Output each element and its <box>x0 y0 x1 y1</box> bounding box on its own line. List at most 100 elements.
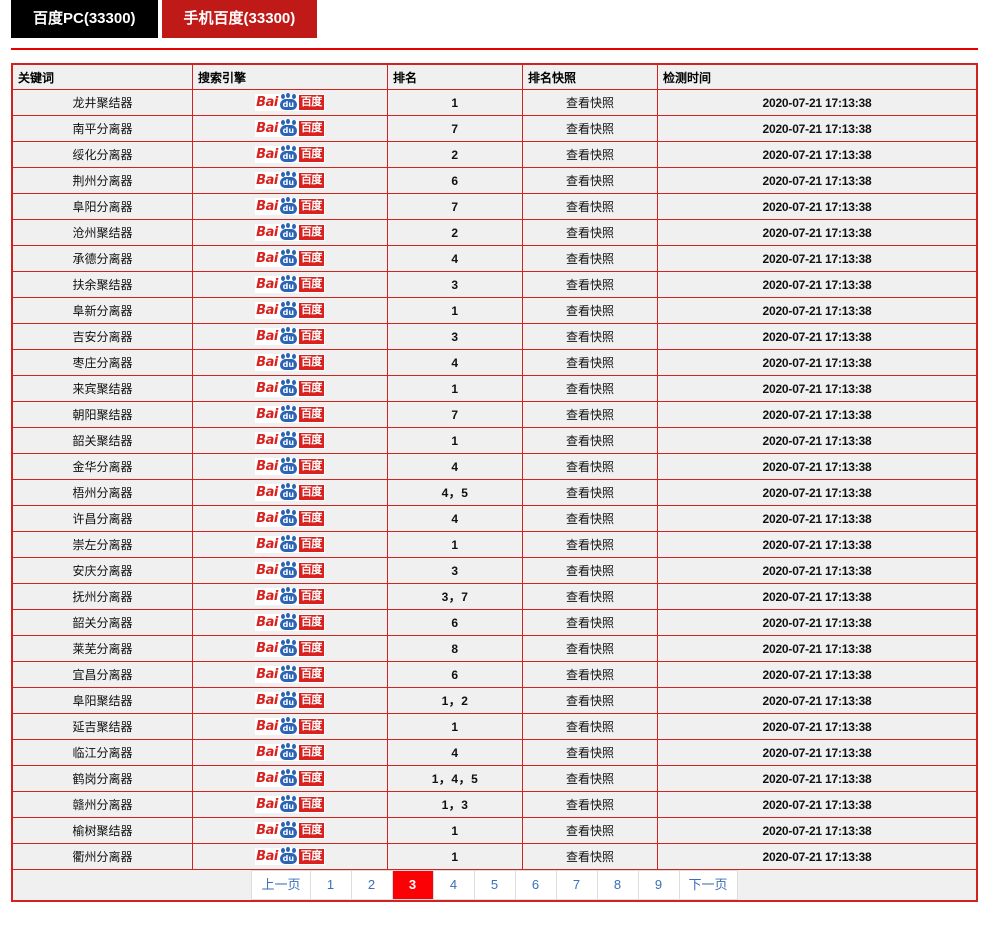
cell-snapshot-link[interactable]: 查看快照 <box>522 401 658 428</box>
cell-search-engine: Bai du 百度 <box>192 349 388 376</box>
paw-toe-dot <box>280 848 285 853</box>
baidu-logo-icon: Bai du 百度 <box>255 249 325 267</box>
paw-toe-dot <box>286 249 291 254</box>
cell-snapshot-link[interactable]: 查看快照 <box>522 583 658 610</box>
pagination-cell: 上一页 1 2 3 4 5 6 7 8 9 下一页 <box>12 869 977 901</box>
cell-snapshot-link[interactable]: 查看快照 <box>522 765 658 792</box>
paw-toe-dot <box>280 692 285 697</box>
cell-keyword: 韶关聚结器 <box>12 427 193 454</box>
cell-snapshot-link[interactable]: 查看快照 <box>522 89 658 116</box>
paw-pad <box>279 775 297 786</box>
baidu-paw-icon: du <box>278 249 299 267</box>
baidu-logo-latin: Bai <box>256 797 278 812</box>
baidu-logo-latin: Bai <box>256 641 278 656</box>
baidu-logo-du-text: du <box>282 516 295 525</box>
cell-snapshot-link[interactable]: 查看快照 <box>522 115 658 142</box>
baidu-logo-chinese: 百度 <box>298 615 324 630</box>
baidu-logo-icon: Bai du 百度 <box>255 847 325 865</box>
cell-rank: 1 <box>387 713 523 740</box>
tab-baidu-pc[interactable]: 百度PC(33300) <box>11 0 158 38</box>
paw-toe-dot <box>286 301 291 306</box>
cell-snapshot-link[interactable]: 查看快照 <box>522 687 658 714</box>
cell-snapshot-link[interactable]: 查看快照 <box>522 375 658 402</box>
paw-toe-dot <box>286 665 291 670</box>
cell-snapshot-link[interactable]: 查看快照 <box>522 739 658 766</box>
table-row: 赣州分离器 Bai du 百度 1，3 查看快照 2020-07-21 17:13:38 <box>12 791 977 818</box>
cell-keyword: 阜新分离器 <box>12 297 193 324</box>
cell-check-time: 2020-07-21 17:13:38 <box>657 297 977 324</box>
cell-snapshot-link[interactable]: 查看快照 <box>522 167 658 194</box>
pagination-page-4[interactable]: 4 <box>433 871 475 899</box>
pagination-page-5[interactable]: 5 <box>474 871 516 899</box>
cell-snapshot-link[interactable]: 查看快照 <box>522 609 658 636</box>
baidu-logo-latin: Bai <box>256 355 278 370</box>
table-row: 韶关分离器 Bai du 百度 6 查看快照 2020-07-21 17:13:38 <box>12 609 977 636</box>
cell-check-time: 2020-07-21 17:13:38 <box>657 401 977 428</box>
cell-snapshot-link[interactable]: 查看快照 <box>522 791 658 818</box>
pagination-next-button[interactable]: 下一页 <box>679 871 737 899</box>
pagination-prev-button[interactable]: 上一页 <box>252 871 311 899</box>
paw-toe-dot <box>291 640 296 645</box>
cell-snapshot-link[interactable]: 查看快照 <box>522 271 658 298</box>
cell-keyword: 枣庄分离器 <box>12 349 193 376</box>
cell-search-engine: Bai du 百度 <box>192 557 388 584</box>
baidu-paw-icon: du <box>278 613 299 631</box>
cell-snapshot-link[interactable]: 查看快照 <box>522 323 658 350</box>
baidu-logo-chinese: 百度 <box>298 563 324 578</box>
baidu-logo-du-text: du <box>282 386 295 395</box>
cell-snapshot-link[interactable]: 查看快照 <box>522 453 658 480</box>
pagination-page-7[interactable]: 7 <box>556 871 598 899</box>
pagination-page-6[interactable]: 6 <box>515 871 557 899</box>
cell-snapshot-link[interactable]: 查看快照 <box>522 505 658 532</box>
baidu-logo-chinese: 百度 <box>298 95 324 110</box>
cell-snapshot-link[interactable]: 查看快照 <box>522 531 658 558</box>
paw-toe-dot <box>291 328 296 333</box>
cell-check-time: 2020-07-21 17:13:38 <box>657 687 977 714</box>
baidu-logo-icon: Bai du 百度 <box>255 93 325 111</box>
cell-snapshot-link[interactable]: 查看快照 <box>522 661 658 688</box>
cell-check-time: 2020-07-21 17:13:38 <box>657 765 977 792</box>
baidu-logo-icon: Bai du 百度 <box>255 639 325 657</box>
baidu-logo-chinese: 百度 <box>298 407 324 422</box>
cell-snapshot-link[interactable]: 查看快照 <box>522 297 658 324</box>
paw-toe-dot <box>280 432 285 437</box>
cell-snapshot-link[interactable]: 查看快照 <box>522 817 658 844</box>
baidu-logo-du-text: du <box>282 542 295 551</box>
cell-rank: 2 <box>387 141 523 168</box>
cell-snapshot-link[interactable]: 查看快照 <box>522 557 658 584</box>
cell-snapshot-link[interactable]: 查看快照 <box>522 141 658 168</box>
baidu-paw-icon: du <box>278 535 299 553</box>
cell-search-engine: Bai du 百度 <box>192 219 388 246</box>
pagination-page-9[interactable]: 9 <box>638 871 680 899</box>
baidu-logo-latin: Bai <box>256 147 278 162</box>
cell-snapshot-link[interactable]: 查看快照 <box>522 479 658 506</box>
baidu-logo-chinese: 百度 <box>298 667 324 682</box>
baidu-logo-du-text: du <box>282 854 295 863</box>
paw-toe-dot <box>291 146 296 151</box>
paw-toe-dot <box>291 692 296 697</box>
cell-snapshot-link[interactable]: 查看快照 <box>522 427 658 454</box>
cell-snapshot-link[interactable]: 查看快照 <box>522 843 658 870</box>
cell-snapshot-link[interactable]: 查看快照 <box>522 635 658 662</box>
baidu-logo-du-text: du <box>282 568 295 577</box>
cell-snapshot-link[interactable]: 查看快照 <box>522 219 658 246</box>
cell-snapshot-link[interactable]: 查看快照 <box>522 713 658 740</box>
baidu-logo-du-text: du <box>282 724 295 733</box>
cell-search-engine: Bai du 百度 <box>192 479 388 506</box>
baidu-logo-icon: Bai du 百度 <box>255 431 325 449</box>
pagination-page-1[interactable]: 1 <box>310 871 352 899</box>
tab-baidu-mobile[interactable]: 手机百度(33300) <box>161 0 318 38</box>
pagination-page-8[interactable]: 8 <box>597 871 639 899</box>
cell-search-engine: Bai du 百度 <box>192 739 388 766</box>
cell-snapshot-link[interactable]: 查看快照 <box>522 349 658 376</box>
baidu-logo-chinese: 百度 <box>298 277 324 292</box>
paw-toe-dot <box>280 380 285 385</box>
pagination-page-2[interactable]: 2 <box>351 871 393 899</box>
cell-snapshot-link[interactable]: 查看快照 <box>522 193 658 220</box>
cell-snapshot-link[interactable]: 查看快照 <box>522 245 658 272</box>
paw-toe-dot <box>280 536 285 541</box>
pagination-page-3[interactable]: 3 <box>392 871 434 899</box>
paw-toe-dot <box>280 172 285 177</box>
paw-toe-dot <box>291 822 296 827</box>
cell-rank: 6 <box>387 167 523 194</box>
